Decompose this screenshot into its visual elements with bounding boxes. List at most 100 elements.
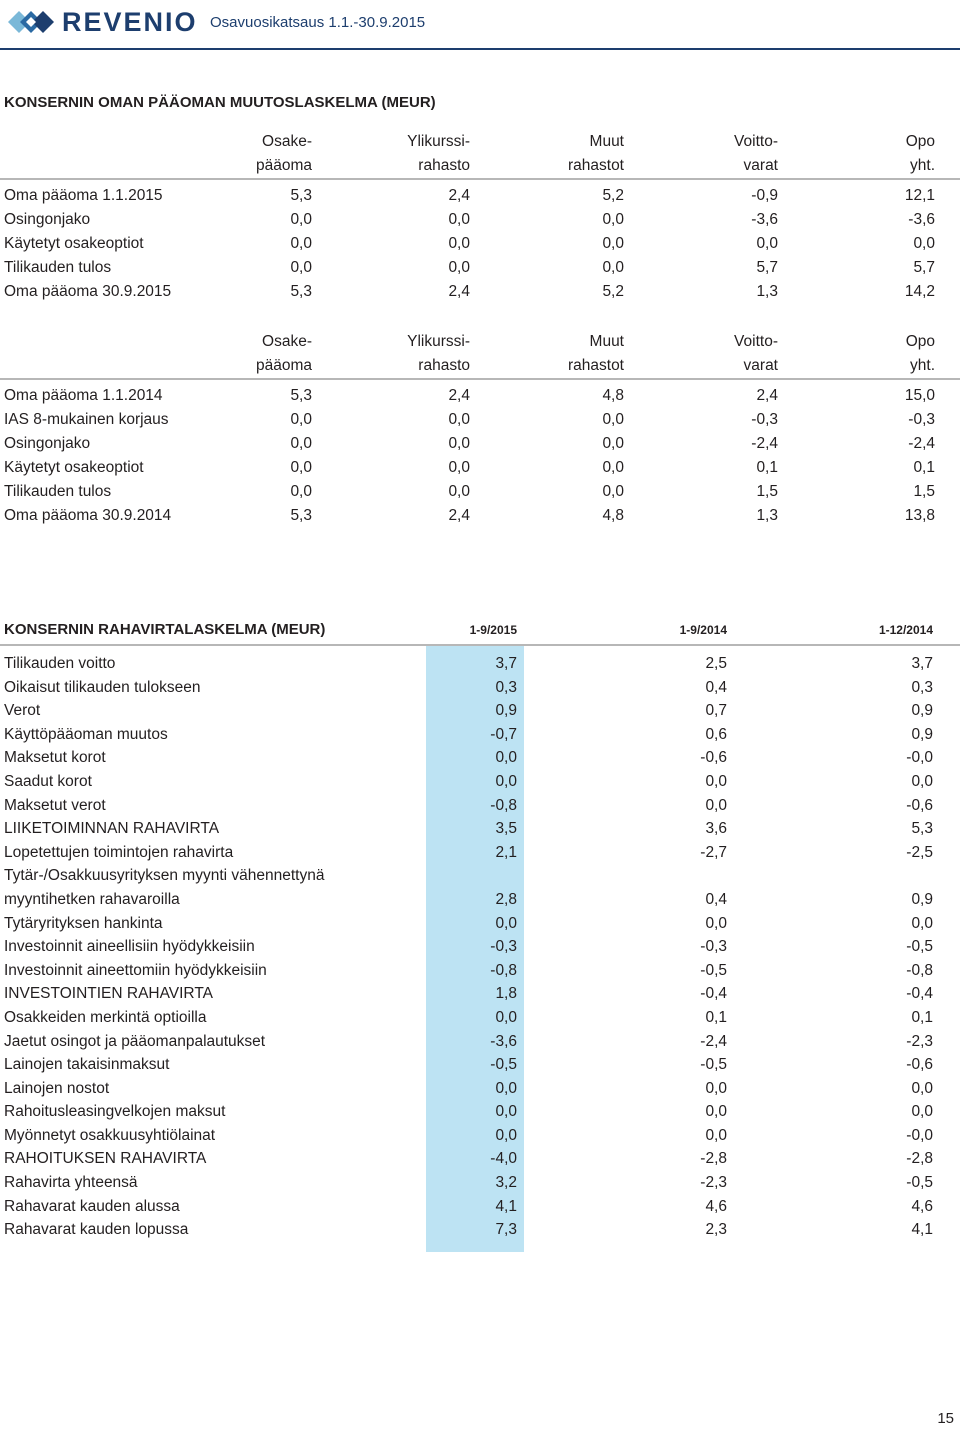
cell-value: 0,0 bbox=[602, 259, 624, 276]
company-logo: REVENIO bbox=[6, 4, 198, 40]
row-label: Käytetyt osakeoptiot bbox=[4, 459, 144, 476]
cell-value: 2,8 bbox=[495, 890, 517, 908]
cell-value: 1,5 bbox=[756, 483, 778, 500]
page-number: 15 bbox=[937, 1410, 954, 1427]
cell-value: 0,0 bbox=[602, 235, 624, 252]
row-label: Oma pääoma 1.1.2014 bbox=[4, 387, 163, 404]
cell-value: 2,4 bbox=[448, 507, 470, 524]
cashflow-header: KONSERNIN RAHAVIRTALASKELMA (MEUR) 1-9/2… bbox=[0, 612, 960, 644]
cell-value: -0,3 bbox=[751, 411, 778, 428]
cell-value: 0,0 bbox=[602, 211, 624, 228]
cell-value: 0,0 bbox=[290, 259, 312, 276]
table-row: Oma pääoma 1.1.2014 5,3 2,4 4,8 2,4 15,0 bbox=[0, 384, 960, 408]
table-row: Oma pääoma 1.1.2015 5,3 2,4 5,2 -0,9 12,1 bbox=[0, 184, 960, 208]
brand-name: REVENIO bbox=[62, 6, 198, 37]
cell-value: 0,0 bbox=[913, 235, 935, 252]
cell-value: 5,3 bbox=[290, 187, 312, 204]
column-header: Muut rahastot bbox=[567, 333, 624, 374]
table-row: Tilikauden tulos 0,0 0,0 0,0 5,7 5,7 bbox=[0, 256, 960, 280]
table-row: Jaetut osingot ja pääomanpalautukset -3,6… bbox=[0, 1030, 960, 1054]
cell-value: 0,0 bbox=[911, 1079, 933, 1097]
row-label: Tilikauden voitto bbox=[4, 655, 116, 672]
cell-value: 0,0 bbox=[602, 411, 624, 428]
table-row: LIIKETOIMINNAN RAHAVIRTA 3,5 3,6 5,3 bbox=[0, 817, 960, 841]
table-row: Osingonjako 0,0 0,0 0,0 -3,6 -3,6 bbox=[0, 208, 960, 232]
row-label: Osakkeiden merkintä optioilla bbox=[4, 1008, 207, 1026]
cell-value: 0,0 bbox=[911, 914, 933, 932]
cell-value: 15,0 bbox=[904, 387, 935, 404]
cell-value: 0,0 bbox=[448, 259, 470, 276]
cell-value: 0,0 bbox=[602, 459, 624, 476]
revenio-logo-icon bbox=[8, 11, 54, 33]
cell-value: -0,8 bbox=[490, 961, 517, 979]
cell-value: 4,8 bbox=[602, 507, 624, 524]
cell-value: -2,4 bbox=[908, 435, 935, 452]
table-row: Rahavarat kauden alussa 4,1 4,6 4,6 bbox=[0, 1195, 960, 1219]
row-label: Oma pääoma 30.9.2014 bbox=[4, 507, 172, 524]
cashflow-table: KONSERNIN RAHAVIRTALASKELMA (MEUR) 1-9/2… bbox=[0, 612, 960, 1242]
cell-value: 4,8 bbox=[602, 387, 624, 404]
column-header: Voitto-varat bbox=[734, 333, 778, 374]
cashflow-title: KONSERNIN RAHAVIRTALASKELMA (MEUR) bbox=[4, 621, 326, 638]
cell-value: 2,4 bbox=[448, 387, 470, 404]
cell-value: 0,9 bbox=[495, 702, 517, 720]
cell-value: 0,0 bbox=[705, 772, 727, 790]
table-row: Rahoitusleasingvelkojen maksut 0,0 0,0 0,0 bbox=[0, 1100, 960, 1124]
cell-value: 0,3 bbox=[495, 678, 517, 696]
row-label: Käyttöpääoman muutos bbox=[4, 725, 168, 743]
cell-value: 1,3 bbox=[756, 507, 778, 524]
table-row: Investoinnit aineettomiin hyödykkeisiin -… bbox=[0, 959, 960, 983]
table-row: Maksetut korot 0,0 -0,6 -0,0 bbox=[0, 746, 960, 770]
cell-value: -0,3 bbox=[908, 411, 935, 428]
cell-value: 1,8 bbox=[495, 985, 517, 1003]
row-label: Rahavarat kauden lopussa bbox=[4, 1221, 189, 1239]
cell-value: 0,1 bbox=[913, 459, 935, 476]
cell-value: 2,5 bbox=[705, 655, 727, 672]
cell-value: -0,3 bbox=[700, 938, 727, 956]
cell-value: 2,1 bbox=[495, 843, 517, 861]
cell-value: -0,4 bbox=[700, 985, 727, 1003]
cell-value: -2,4 bbox=[751, 435, 778, 452]
cell-value: 0,0 bbox=[290, 459, 312, 476]
cell-value: -0,5 bbox=[906, 1174, 933, 1192]
page-header: REVENIO Osavuosikatsaus 1.1.-30.9.2015 bbox=[0, 0, 960, 50]
cell-value: 0,0 bbox=[290, 235, 312, 252]
cell-value: -2,4 bbox=[700, 1032, 727, 1050]
report-title: Osavuosikatsaus 1.1.-30.9.2015 bbox=[210, 14, 426, 31]
cell-value: 0,0 bbox=[290, 411, 312, 428]
table-row: Investoinnit aineellisiin hyödykkeisiin -… bbox=[0, 935, 960, 959]
table-row: RAHOITUKSEN RAHAVIRTA -4,0 -2,8 -2,8 bbox=[0, 1147, 960, 1171]
cell-value: 0,4 bbox=[705, 678, 727, 696]
cell-value: 4,6 bbox=[911, 1197, 933, 1215]
cell-value: 0,3 bbox=[911, 678, 933, 696]
table-row: Lainojen takaisinmaksut -0,5 -0,5 -0,6 bbox=[0, 1053, 960, 1077]
column-header: Opo yht. bbox=[905, 133, 935, 174]
table-row: Tytär-/Osakkuusyrityksen myynti vähennet… bbox=[0, 864, 960, 888]
cell-value: 0,0 bbox=[911, 772, 933, 790]
cell-value: 13,8 bbox=[904, 507, 935, 524]
row-label: Lopetettujen toimintojen rahavirta bbox=[4, 843, 234, 861]
cell-value: 3,5 bbox=[495, 820, 517, 838]
cell-value: 3,7 bbox=[495, 655, 517, 672]
cell-value: 0,0 bbox=[756, 235, 778, 252]
cell-value: 0,0 bbox=[448, 411, 470, 428]
row-label: IAS 8-mukainen korjaus bbox=[4, 411, 169, 428]
cell-value: 0,0 bbox=[602, 483, 624, 500]
cell-value: 3,7 bbox=[911, 655, 933, 672]
cell-value: 0,6 bbox=[705, 725, 727, 743]
table-row: Käyttöpääoman muutos -0,7 0,6 0,9 bbox=[0, 723, 960, 747]
cell-value: -4,0 bbox=[490, 1150, 517, 1168]
row-label: Jaetut osingot ja pääomanpalautukset bbox=[4, 1032, 266, 1050]
period-header: 1-9/2014 bbox=[679, 623, 727, 637]
cell-value: 0,0 bbox=[290, 483, 312, 500]
cell-value: -0,5 bbox=[700, 961, 727, 979]
cell-value: -0,8 bbox=[490, 796, 517, 814]
header-divider bbox=[0, 48, 960, 50]
cell-value: -0,6 bbox=[906, 796, 933, 814]
table-row: myyntihetken rahavaroilla 2,8 0,4 0,9 bbox=[0, 888, 960, 912]
cell-value: 0,0 bbox=[495, 749, 517, 767]
table-row: Rahavarat kauden lopussa 7,3 2,3 4,1 bbox=[0, 1218, 960, 1242]
row-label: Oikaisut tilikauden tulokseen bbox=[4, 678, 201, 696]
row-label: Saadut korot bbox=[4, 772, 92, 790]
row-label: Maksetut korot bbox=[4, 749, 106, 767]
